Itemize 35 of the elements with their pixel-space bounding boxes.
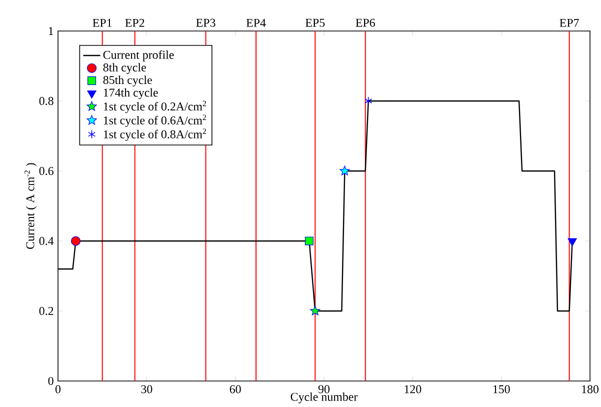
- ref-line-label: EP2: [125, 18, 144, 27]
- point: [340, 166, 350, 176]
- x-tick-label: 60: [230, 385, 241, 394]
- legend-label: 1st cycle of 0.6A/cm$^{2}$: [104, 114, 206, 127]
- point: [364, 96, 372, 106]
- ref-line-label: EP6: [356, 18, 375, 27]
- x-tick-label: 180: [582, 385, 599, 394]
- x-tick-label: 150: [493, 385, 510, 394]
- legend-label: 1st cycle of 0.8A/cm$^{2}$: [104, 128, 206, 141]
- point: [310, 306, 320, 316]
- y-axis-title: Current ( A cm$^{-2}$ ): [24, 163, 37, 249]
- x-tick-label: 0: [55, 385, 61, 394]
- y-tick-label: 0.6: [39, 166, 54, 176]
- x-tick-label: 30: [141, 385, 152, 394]
- y-tick-label: 0.8: [39, 96, 54, 106]
- ref-line-label: EP1: [92, 18, 112, 27]
- ref-line-label: EP7: [560, 18, 579, 27]
- x-tick-label: 120: [404, 385, 422, 394]
- legend-label: Current profile: [103, 50, 174, 62]
- y-tick-label: 0: [48, 376, 54, 386]
- y-tick-label: 0.2: [39, 306, 54, 316]
- legend-label: 174th cycle: [104, 88, 158, 100]
- point: [568, 238, 577, 246]
- point: [70, 236, 81, 246]
- ref-line-label: EP5: [306, 18, 325, 27]
- point: [304, 236, 314, 246]
- legend-label: 85th cycle: [103, 76, 152, 87]
- y-tick-label: 0.4: [39, 236, 54, 246]
- x-tick-label: 90: [318, 385, 330, 394]
- ref-line-label: EP3: [196, 18, 216, 27]
- ref-line-label: EP4: [246, 18, 266, 27]
- y-tick-label: 1: [48, 27, 54, 35]
- legend-label: 1st cycle of 0.2A/cm$^{2}$: [104, 100, 206, 114]
- x-axis-title: Cycle number: [290, 392, 358, 404]
- legend-label: 8th cycle: [103, 63, 146, 74]
